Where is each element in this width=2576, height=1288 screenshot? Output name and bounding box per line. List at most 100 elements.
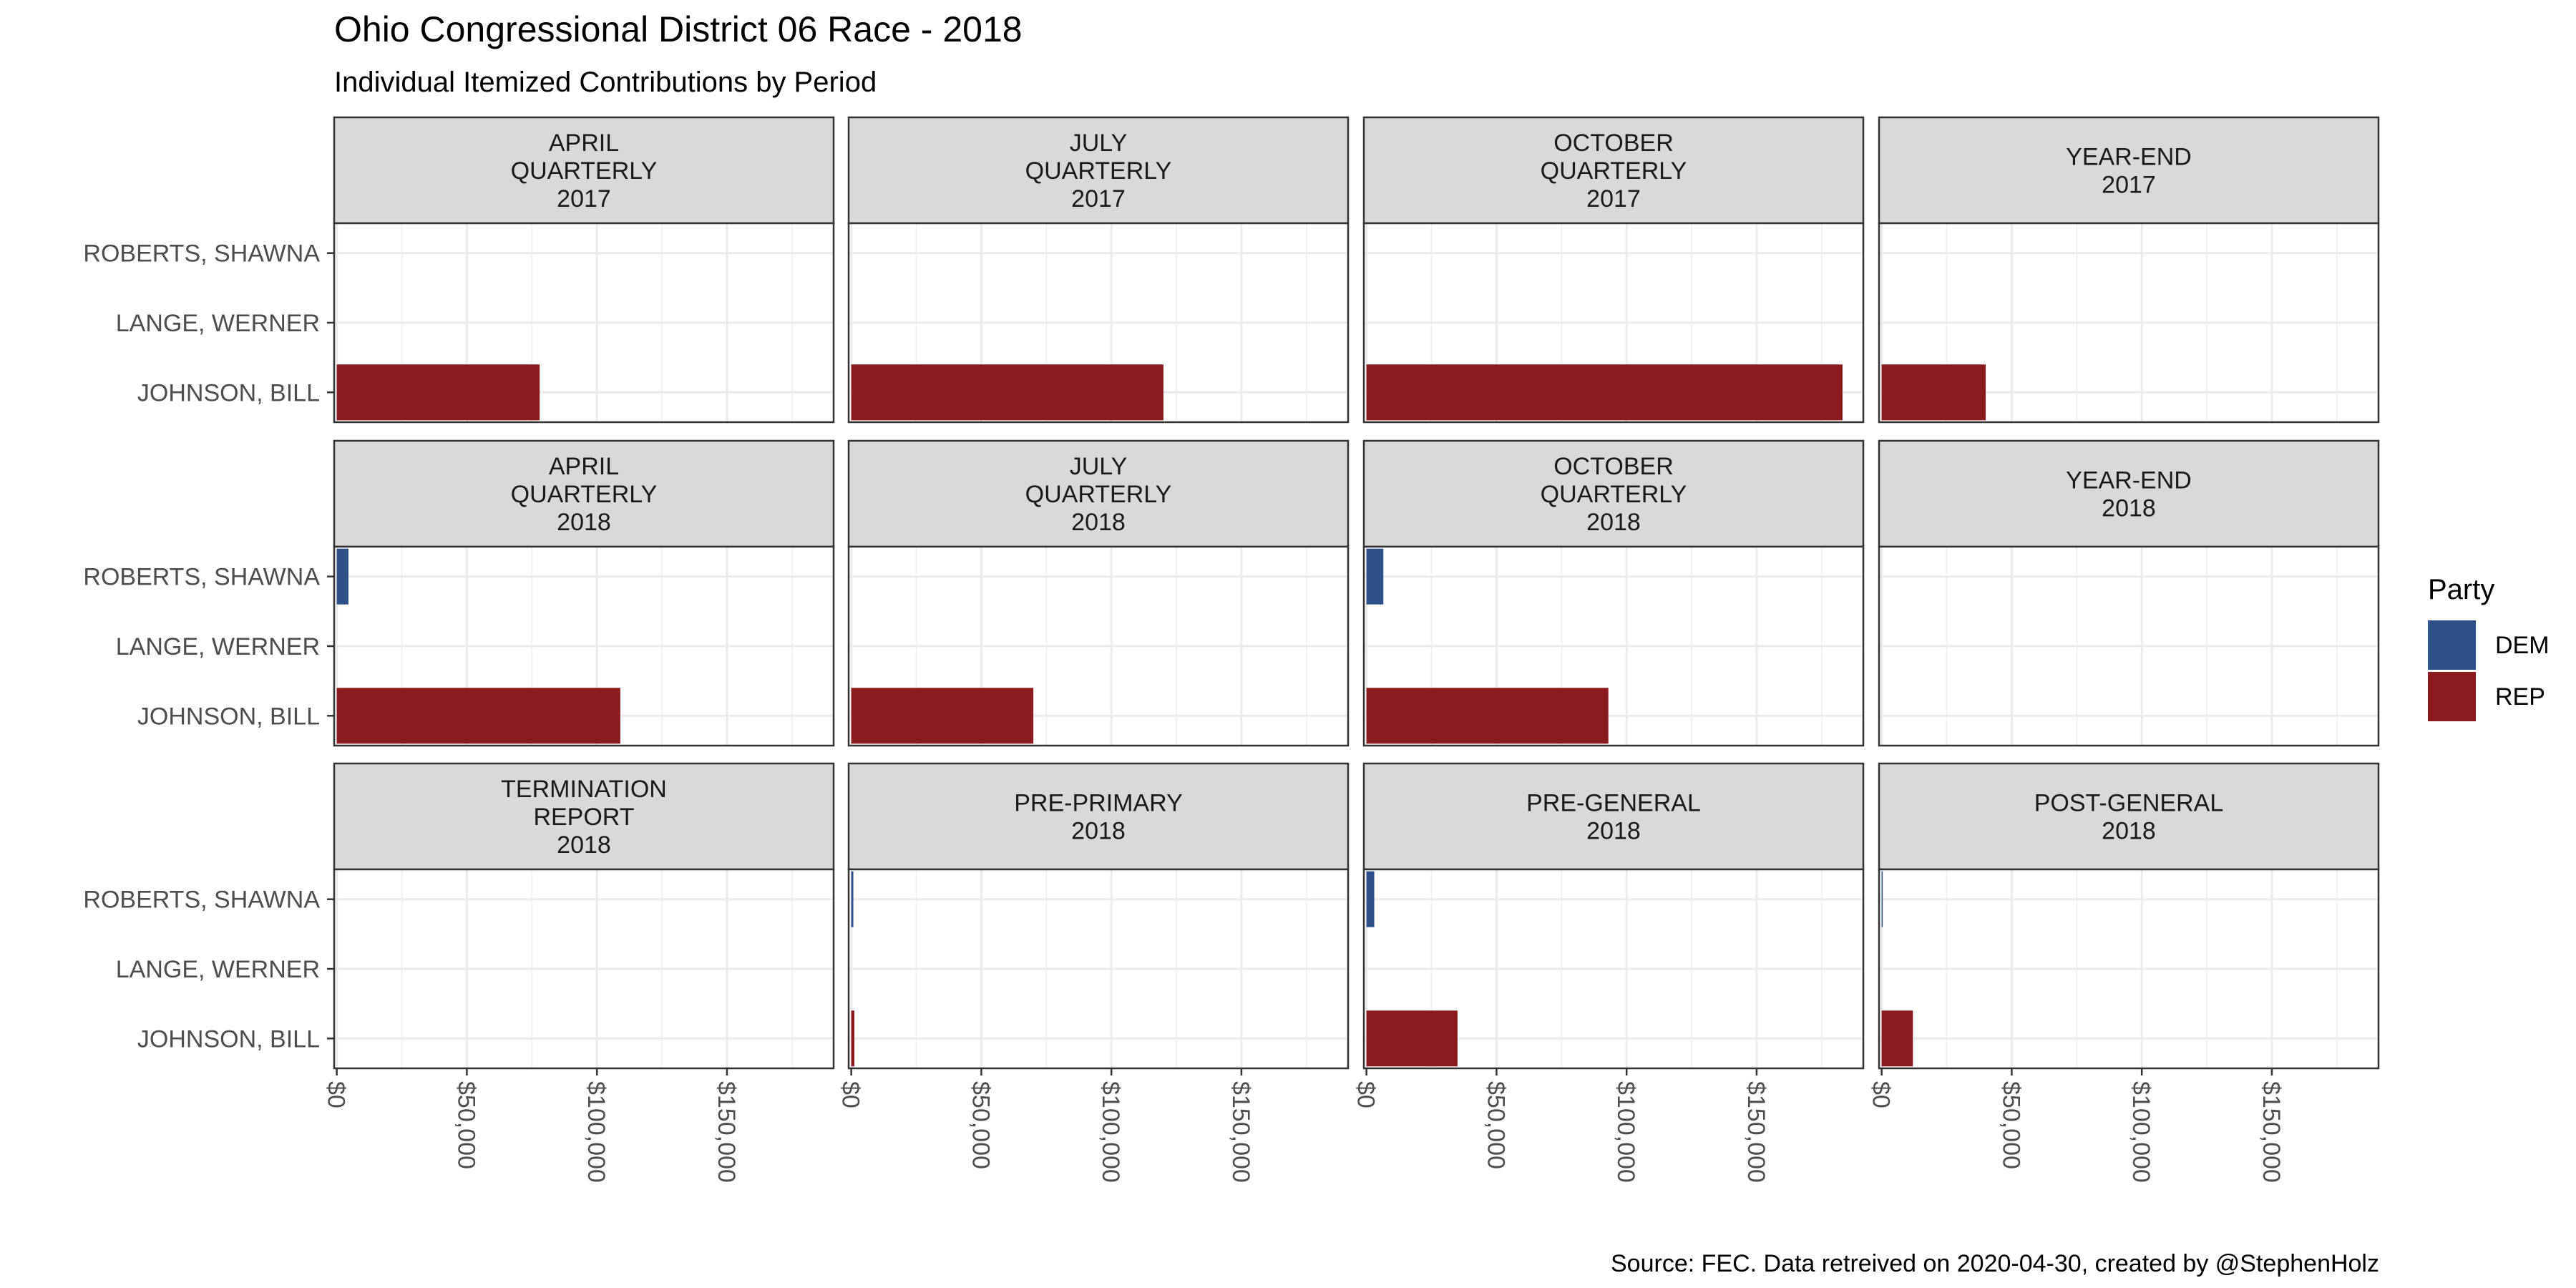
- facet-strip-label: POST-GENERAL: [2034, 790, 2224, 817]
- chart-title: Ohio Congressional District 06 Race - 20…: [334, 9, 1023, 49]
- x-axis-tick-label: $150,000: [1742, 1081, 1770, 1183]
- x-axis-tick-label: $50,000: [967, 1081, 994, 1169]
- facet-strip: [847, 439, 1350, 548]
- x-axis-tick-label: $100,000: [582, 1081, 610, 1183]
- y-axis-tick-label: JOHNSON, BILL: [137, 379, 320, 406]
- panel-border: [1362, 868, 1865, 1070]
- facet-strip-label: APRIL: [549, 130, 619, 157]
- legend-label: DEM: [2495, 632, 2550, 659]
- facet-strip-label: JULY: [1070, 130, 1128, 157]
- facet-strip: [1362, 116, 1865, 225]
- chart-caption: Source: FEC. Data retreived on 2020-04-3…: [1611, 1250, 2379, 1277]
- x-axis-tick-label: $100,000: [1097, 1081, 1124, 1183]
- x-axis-tick-label: $100,000: [2127, 1081, 2155, 1183]
- y-axis-tick-label: ROBERTS, SHAWNA: [83, 564, 320, 591]
- facet-strip-label: 2018: [1586, 509, 1641, 536]
- bar: [336, 548, 348, 605]
- facet-strip-label: 2018: [2102, 818, 2156, 845]
- x-axis-tick-label: $50,000: [1482, 1081, 1509, 1169]
- panel-border: [1878, 222, 2380, 424]
- facet-strip-label: OCTOBER: [1553, 453, 1674, 480]
- bar: [1366, 548, 1384, 605]
- facet-strip: [847, 762, 1350, 871]
- facet-strip-label: PRE-GENERAL: [1526, 790, 1701, 817]
- y-axis-tick-label: ROBERTS, SHAWNA: [83, 887, 320, 914]
- y-axis-tick-label: ROBERTS, SHAWNA: [83, 240, 320, 268]
- bar: [1366, 688, 1609, 744]
- legend-title: Party: [2428, 574, 2494, 605]
- facet-strip: [847, 116, 1350, 225]
- facet-strip-label: OCTOBER: [1553, 130, 1674, 157]
- panel-border: [1878, 545, 2380, 747]
- bar: [1881, 871, 1883, 927]
- facet-strip: [333, 762, 835, 871]
- facet-strip-label: QUARTERLY: [511, 481, 658, 508]
- facet-strip: [333, 116, 835, 225]
- facet-strip-label: 2017: [1586, 185, 1641, 213]
- facet-strip-label: TERMINATION: [501, 776, 667, 803]
- facet-strip: [1878, 762, 2380, 871]
- x-axis-tick-label: $150,000: [2258, 1081, 2285, 1183]
- bar: [851, 1010, 854, 1067]
- facet-strip: [1362, 439, 1865, 548]
- facet-strip-label: QUARTERLY: [511, 157, 658, 185]
- facet-strip-label: YEAR-END: [2066, 144, 2192, 171]
- facet-strip-label: 2018: [557, 509, 611, 536]
- panel-border: [847, 222, 1350, 424]
- facet-strip-label: QUARTERLY: [1541, 157, 1687, 185]
- facet-strip-label: JULY: [1070, 453, 1128, 480]
- panel-border: [847, 868, 1350, 1070]
- panel-border: [1878, 868, 2380, 1070]
- facet-strip: [333, 439, 835, 548]
- chart-subtitle: Individual Itemized Contributions by Per…: [334, 67, 877, 98]
- y-axis-tick-label: JOHNSON, BILL: [137, 703, 320, 730]
- x-axis-tick-label: $0: [1352, 1081, 1380, 1108]
- facet-strip-label: 2018: [557, 831, 611, 859]
- facet-strip-label: 2017: [1071, 185, 1126, 213]
- facet-strip-label: APRIL: [549, 453, 619, 480]
- legend-key: [2428, 672, 2476, 721]
- bar: [1366, 871, 1375, 927]
- facet-strip-label: 2018: [1071, 509, 1126, 536]
- facet-strip: [1878, 116, 2380, 225]
- facet-strip-label: 2018: [1586, 818, 1641, 845]
- x-axis-tick-label: $50,000: [1997, 1081, 2024, 1169]
- legend-label: REP: [2495, 683, 2545, 711]
- facet-strip-label: 2017: [557, 185, 611, 213]
- facet-strip-label: QUARTERLY: [1025, 481, 1172, 508]
- facet-strip-label: QUARTERLY: [1025, 157, 1172, 185]
- x-axis-tick-label: $150,000: [713, 1081, 740, 1183]
- bar: [336, 364, 540, 421]
- bar: [1881, 364, 1986, 421]
- bar: [1366, 364, 1843, 421]
- facet-strip-label: REPORT: [533, 804, 634, 831]
- facet-strip-label: YEAR-END: [2066, 467, 2192, 494]
- legend-key: [2428, 620, 2476, 670]
- bar: [851, 871, 854, 927]
- bar: [851, 688, 1034, 744]
- panel-border: [847, 545, 1350, 747]
- bar: [1366, 1010, 1458, 1067]
- facet-strip-label: PRE-PRIMARY: [1014, 790, 1183, 817]
- bar: [1881, 1010, 1913, 1067]
- x-axis-tick-label: $100,000: [1612, 1081, 1639, 1183]
- facet-strip-label: QUARTERLY: [1541, 481, 1687, 508]
- y-axis-tick-label: LANGE, WERNER: [116, 956, 320, 983]
- facet-strip-label: 2018: [2102, 495, 2156, 522]
- bar: [851, 364, 1163, 421]
- bar: [336, 688, 620, 744]
- facet-strip: [1362, 762, 1865, 871]
- x-axis-tick-label: $0: [837, 1081, 864, 1108]
